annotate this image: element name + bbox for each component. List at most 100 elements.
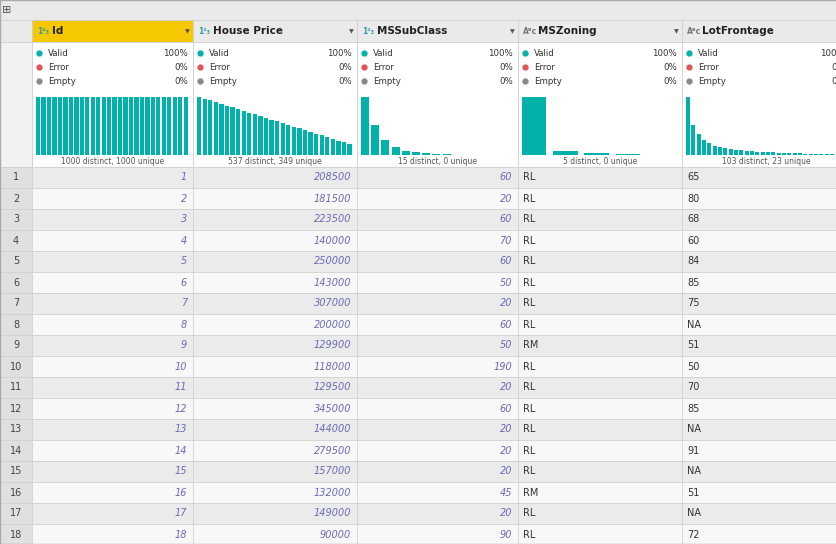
Text: RL: RL [522,257,535,267]
Bar [681,440,836,461]
Bar [32,335,193,356]
Text: Valid: Valid [209,48,229,58]
Bar [749,151,753,155]
Bar [357,461,517,482]
Text: 9: 9 [13,341,19,350]
Bar [728,149,732,155]
Bar [517,272,681,293]
Bar [32,377,193,398]
Bar [341,142,346,155]
Bar [681,20,836,42]
Bar [681,419,836,440]
Bar [517,188,681,209]
Bar [0,419,32,440]
Bar [32,419,193,440]
Text: RL: RL [522,404,535,413]
Text: 13: 13 [10,424,22,435]
Bar [357,440,517,461]
Bar [319,135,324,155]
Bar [129,97,133,155]
Bar [681,524,836,544]
Bar [0,482,32,503]
Text: MSSubClass: MSSubClass [376,26,446,36]
Bar [517,377,681,398]
Text: 6: 6 [181,277,186,287]
Bar [0,377,32,398]
Text: 7: 7 [13,299,19,308]
Bar [517,314,681,335]
Bar [517,482,681,503]
Bar [85,97,89,155]
Text: RL: RL [522,319,535,330]
Bar [717,147,721,155]
Text: RL: RL [522,172,535,182]
Bar [167,97,171,155]
Bar [32,188,193,209]
Text: 0%: 0% [662,63,676,71]
Text: 12: 12 [10,404,23,413]
Text: 85: 85 [686,277,699,287]
Bar [69,97,73,155]
Bar [90,97,94,155]
Text: 5: 5 [13,257,19,267]
Bar [252,114,257,155]
Text: 118000: 118000 [314,362,350,372]
Bar [32,440,193,461]
Text: Error: Error [48,63,69,71]
Text: 0%: 0% [174,63,188,71]
Bar [522,97,546,155]
Bar [357,209,517,230]
Bar [32,230,193,251]
Text: 132000: 132000 [314,487,350,498]
Text: 70: 70 [499,236,512,245]
Bar [32,482,193,503]
Text: Empty: Empty [209,77,237,85]
Text: RL: RL [522,236,535,245]
Bar [183,97,187,155]
Text: 20: 20 [499,194,512,203]
Text: 13: 13 [174,424,186,435]
Bar [681,209,836,230]
Bar [193,272,357,293]
Text: 85: 85 [686,404,699,413]
Bar [193,42,357,167]
Bar [0,42,32,167]
Bar [696,134,700,155]
Bar [32,524,193,544]
Bar [193,314,357,335]
Bar [32,20,193,42]
Text: 75: 75 [686,299,699,308]
Bar [760,152,764,155]
Bar [357,503,517,524]
Bar [0,356,32,377]
Text: 250000: 250000 [314,257,350,267]
Bar [681,482,836,503]
Bar [193,356,357,377]
Text: 307000: 307000 [314,299,350,308]
Bar [32,272,193,293]
Bar [0,419,32,440]
Bar [0,272,32,293]
Bar [0,230,32,251]
Text: 100%: 100% [651,48,676,58]
Bar [193,188,357,209]
Bar [357,398,517,419]
Text: 100%: 100% [327,48,352,58]
Bar [0,188,32,209]
Bar [0,42,836,167]
Text: 537 distinct, 349 unique: 537 distinct, 349 unique [228,157,322,165]
Bar [517,209,681,230]
Bar [275,121,279,155]
Bar [681,167,836,188]
Bar [517,230,681,251]
Bar [517,398,681,419]
Bar [686,97,690,155]
Bar [32,188,193,209]
Text: 50: 50 [686,362,699,372]
Bar [58,97,62,155]
Bar [681,440,836,461]
Bar [32,461,193,482]
Bar [193,20,357,42]
Text: 84: 84 [686,257,698,267]
Bar [193,356,357,377]
